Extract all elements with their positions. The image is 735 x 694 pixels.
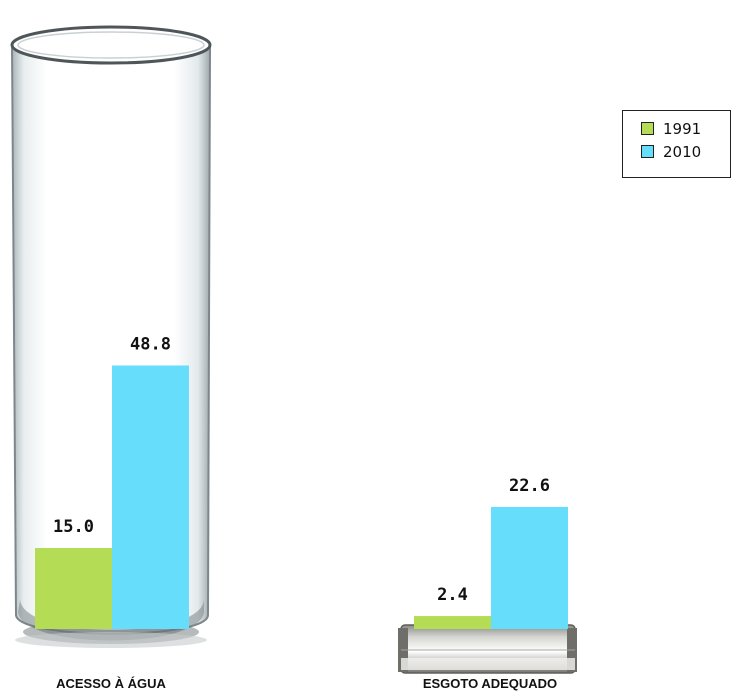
data-label: 48.8 [130, 334, 171, 354]
category-label: ACESSO À ÁGUA [56, 676, 166, 691]
legend-label: 1991 [663, 119, 702, 138]
legend-label: 2010 [663, 142, 702, 161]
bar-1991-1 [414, 616, 491, 629]
bar-2010-1 [491, 506, 568, 629]
chart-legend: 1991 2010 [622, 110, 731, 178]
legend-item-2010: 2010 [641, 140, 730, 163]
legend-swatch [641, 122, 654, 135]
data-label: 2.4 [437, 585, 468, 605]
bar-2010-0 [112, 365, 189, 629]
bar-1991-0 [35, 548, 112, 629]
legend-item-1991: 1991 [641, 117, 730, 140]
sewer-pipe-icon [398, 624, 577, 674]
legend-swatch [641, 145, 654, 158]
data-label: 22.6 [509, 476, 550, 496]
bars-group: 15.0 48.8 2.4 22.6 [35, 334, 568, 629]
category-label: ESGOTO ADEQUADO [423, 676, 557, 691]
data-label: 15.0 [53, 517, 94, 537]
